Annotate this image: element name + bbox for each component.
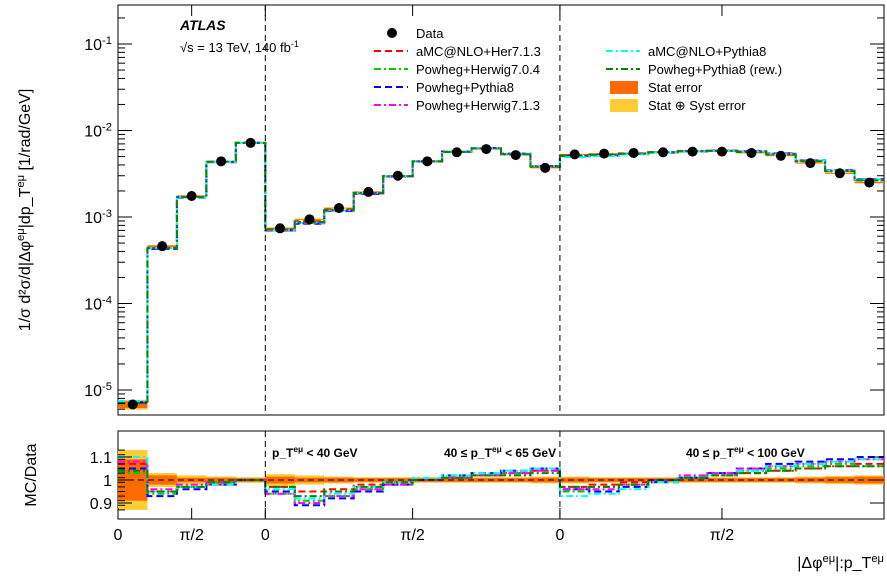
main-panel-frame: [117, 4, 885, 416]
data-point: [658, 147, 669, 158]
energy-label: √s = 13 TeV, 140 fb-1: [180, 39, 299, 55]
ratio-stat-band: [442, 478, 472, 482]
legend: Data aMC@NLO+Her7.1.3 Powheg+Herwig7.0.4 Po…: [374, 26, 782, 113]
data-point: [599, 148, 610, 159]
ratio-stat-band: [530, 477, 560, 483]
ratio-stat-band: [501, 478, 531, 482]
data-point: [127, 399, 138, 410]
ratio-stat-band: [589, 478, 619, 482]
ratio-stat-band: [471, 478, 501, 482]
data-point: [540, 162, 551, 173]
legend-swatch: [610, 99, 638, 112]
x-tick-label: π/2: [710, 527, 734, 544]
data-point: [422, 156, 433, 167]
main-y-tick-label: 10-4: [84, 295, 112, 314]
ratio-stat-band: [383, 478, 413, 482]
data-points: [127, 137, 875, 410]
main-series-1: [118, 141, 884, 405]
data-point: [805, 158, 816, 169]
data-point: [157, 241, 168, 252]
main-y-tick-label: 10-1: [84, 35, 112, 54]
main-series-3: [118, 141, 884, 403]
data-point: [510, 150, 521, 161]
x-tick-label: 0: [261, 527, 270, 544]
legend-label: Powheg+Herwig7.0.4: [416, 62, 540, 77]
data-point: [687, 146, 698, 157]
ratio-y-tick-label: 0.9: [90, 496, 112, 513]
legend-marker: [387, 28, 397, 38]
region-label-3: 40 ≤ p_Teμ < 100 GeV: [686, 444, 805, 460]
data-point: [216, 156, 227, 167]
ratio-series-5: [118, 465, 884, 498]
legend-label: Stat error: [648, 80, 703, 95]
main-series-4: [118, 141, 884, 402]
data-point: [775, 150, 786, 161]
main-y-axis-title: 1/σ d²σ/d|Δφeμ|dp_Teμ [1/rad/GeV]: [15, 89, 34, 332]
data-point: [392, 170, 403, 181]
ratio-y-axis-title: MC/Data: [23, 443, 40, 506]
main-series-0: [118, 141, 884, 403]
data-point: [569, 149, 580, 160]
data-point: [451, 147, 462, 158]
main-series-2: [118, 141, 884, 404]
data-point: [864, 177, 875, 188]
data-point: [746, 147, 757, 158]
data-point: [481, 144, 492, 155]
data-point: [275, 223, 286, 234]
data-point: [333, 203, 344, 214]
experiment-label: ATLAS: [179, 17, 226, 33]
ratio-y-tick-label: 1.1: [90, 450, 112, 467]
ratio-y-tick-label: 1: [103, 473, 112, 490]
x-tick-label: 0: [555, 527, 564, 544]
legend-label: aMC@NLO+Her7.1.3: [416, 44, 541, 59]
data-point: [304, 214, 315, 225]
data-point: [628, 147, 639, 158]
main-series-5: [118, 141, 884, 405]
legend-label: Powheg+Pythia8 (rew.): [648, 62, 782, 77]
x-tick-label: π/2: [179, 527, 203, 544]
main-y-tick-label: 10-2: [84, 122, 112, 141]
main-error-bands: [118, 142, 884, 410]
legend-label: aMC@NLO+Pythia8: [648, 44, 766, 59]
x-tick-label: π/2: [400, 527, 424, 544]
legend-label: Data: [416, 26, 444, 41]
main-y-tick-label: 10-5: [84, 381, 112, 400]
x-axis-title: |Δφeμ|:p_Teμ: [797, 553, 884, 572]
legend-label: Powheg+Pythia8: [416, 80, 514, 95]
axes-ticks: 10-5 10-4 10-3 10-2 10-1 0.9 1 1.1 0 π/2 0 π/2 0 π/2: [84, 5, 884, 544]
main-y-tick-label: 10-3: [84, 208, 112, 227]
data-point: [716, 146, 727, 157]
main-mc-series: [118, 141, 884, 405]
legend-label: Stat ⊕ Syst error: [648, 98, 746, 113]
legend-label: Powheg+Herwig7.1.3: [416, 98, 540, 113]
region-label-1: p_Teμ < 40 GeV: [272, 444, 358, 460]
x-tick-label: 0: [114, 527, 123, 544]
region-label-2: 40 ≤ p_Teμ < 65 GeV: [444, 444, 556, 460]
data-point: [363, 186, 374, 197]
ratio-stat-band: [559, 477, 590, 483]
legend-swatch: [610, 81, 638, 94]
data-point: [834, 168, 845, 179]
region-separators: [118, 5, 884, 519]
data-point: [186, 190, 197, 201]
ratio-series-4: [118, 456, 884, 500]
data-point: [245, 137, 256, 148]
